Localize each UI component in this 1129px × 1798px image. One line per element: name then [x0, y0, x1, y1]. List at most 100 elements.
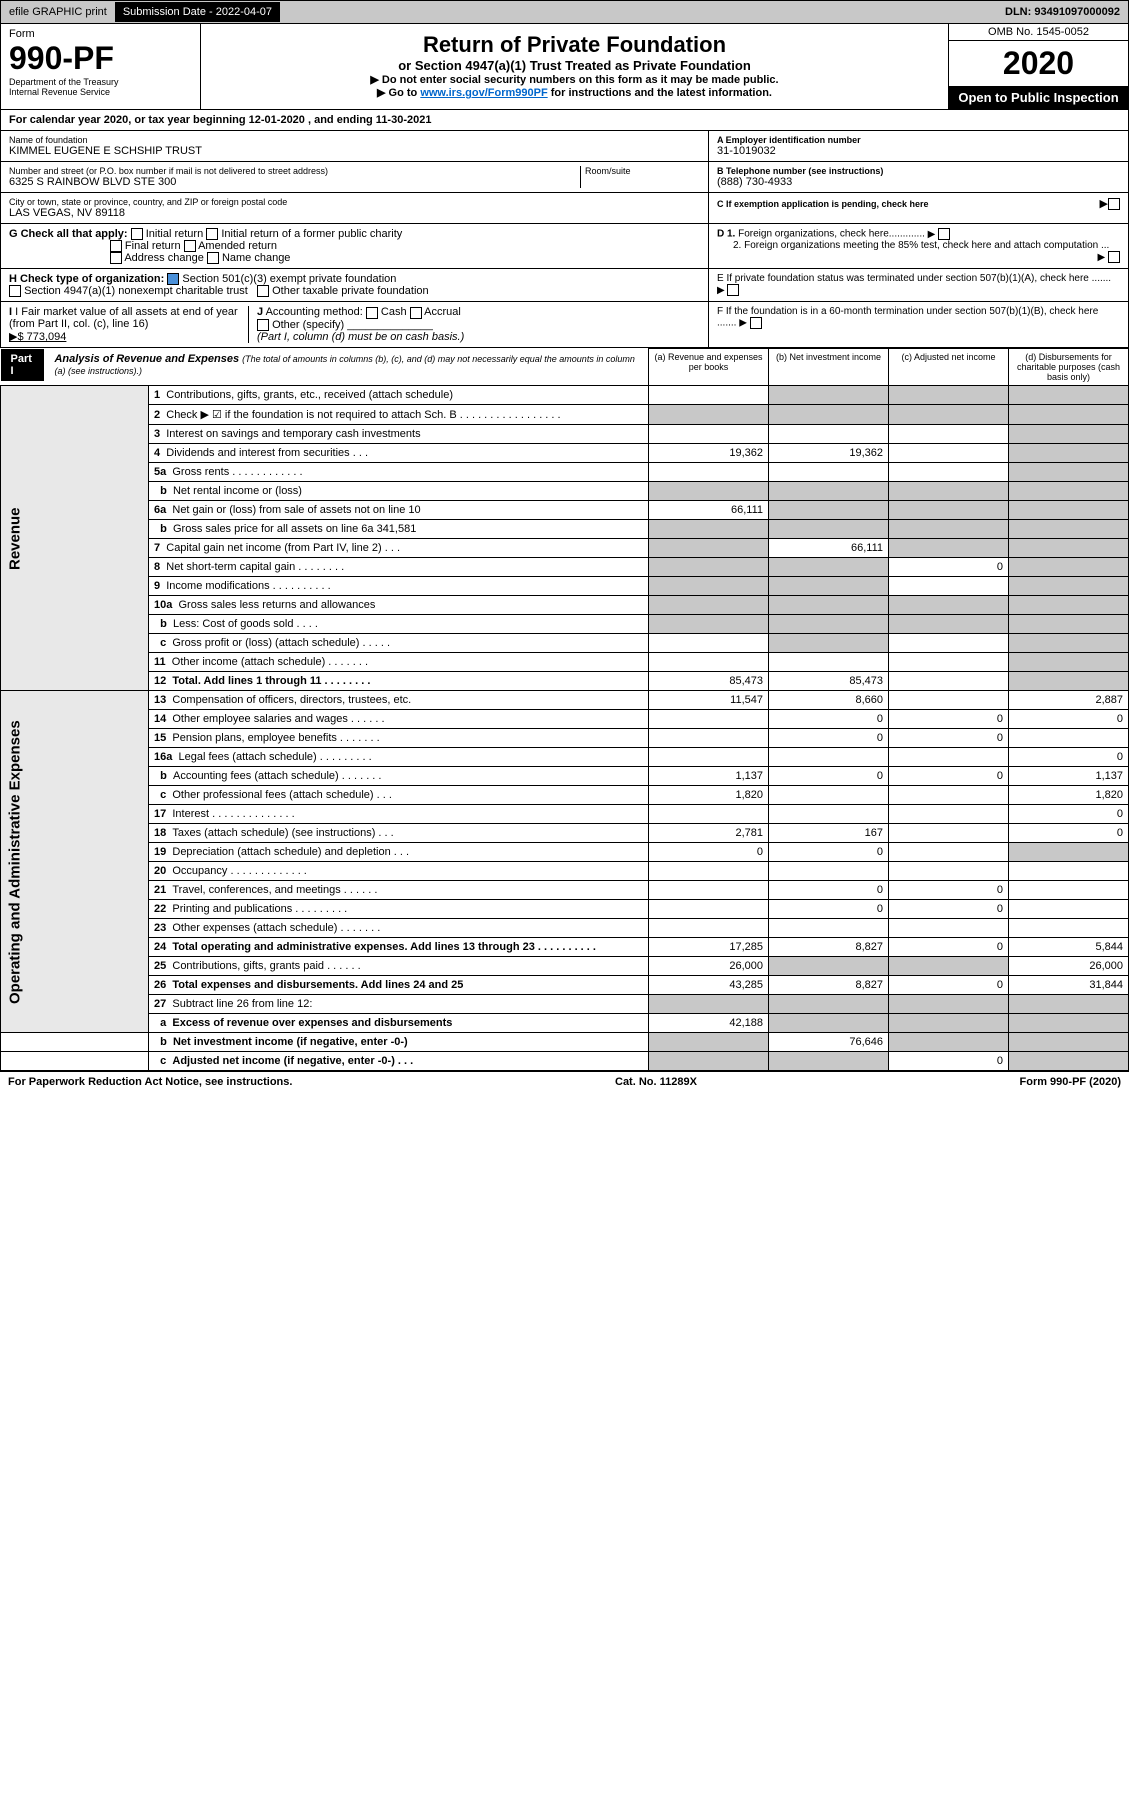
form-subtitle: or Section 4947(a)(1) Trust Treated as P…: [209, 58, 940, 73]
final-return-chk[interactable]: [110, 240, 122, 252]
r14-num: 14: [154, 713, 166, 725]
r4-a: 19,362: [649, 444, 769, 463]
irs-link[interactable]: www.irs.gov/Form990PF: [420, 87, 547, 99]
4947-chk[interactable]: [9, 285, 21, 297]
top-bar: efile GRAPHIC print Submission Date - 20…: [0, 0, 1129, 24]
addr-label: Number and street (or P.O. box number if…: [9, 166, 580, 176]
r27-num: 27: [154, 998, 166, 1010]
d2-row: 2. Foreign organizations meeting the 85%…: [717, 240, 1120, 251]
r10b-num: b: [160, 618, 167, 630]
name-change-chk[interactable]: [207, 252, 219, 264]
arrow-icon: ▶: [1100, 197, 1108, 210]
h-501c3: Section 501(c)(3) exempt private foundat…: [182, 273, 396, 285]
e-row: E If private foundation status was termi…: [717, 273, 1120, 296]
d1-chk[interactable]: [938, 228, 950, 240]
r12-desc: Total. Add lines 1 through 11 . . . . . …: [172, 675, 370, 687]
d1-row: D 1. Foreign organizations, check here..…: [717, 228, 1120, 240]
i-label: I Fair market value of all assets at end…: [9, 306, 238, 330]
r16a-d: 0: [1009, 748, 1129, 767]
r3-num: 3: [154, 428, 160, 440]
r8-c: 0: [889, 558, 1009, 577]
accrual-chk[interactable]: [410, 307, 422, 319]
g-initial: Initial return: [146, 228, 203, 240]
r10c-desc: Gross profit or (loss) (attach schedule)…: [172, 637, 390, 649]
r27a-num: a: [160, 1017, 166, 1029]
r12-a: 85,473: [649, 672, 769, 691]
r10c-num: c: [160, 637, 166, 649]
g-former: Initial return of a former public charit…: [221, 228, 402, 240]
r16b-a: 1,137: [649, 767, 769, 786]
other-taxable-chk[interactable]: [257, 285, 269, 297]
j-other: Other (specify): [272, 319, 344, 331]
g-final: Final return: [125, 240, 181, 252]
501c3-chk[interactable]: [167, 273, 179, 285]
r14-c: 0: [889, 710, 1009, 729]
initial-return-chk[interactable]: [131, 228, 143, 240]
r22-b: 0: [769, 900, 889, 919]
r24-desc: Total operating and administrative expen…: [172, 941, 596, 953]
city-label: City or town, state or province, country…: [9, 197, 700, 207]
r25-d: 26,000: [1009, 957, 1129, 976]
r18-b: 167: [769, 824, 889, 843]
g-addr: Address change: [124, 252, 204, 264]
submission-date: Submission Date - 2022-04-07: [115, 2, 280, 22]
col-b-header: (b) Net investment income: [769, 349, 889, 386]
r16c-d: 1,820: [1009, 786, 1129, 805]
r10a-num: 10a: [154, 599, 172, 611]
e-chk[interactable]: [727, 284, 739, 296]
r15-num: 15: [154, 732, 166, 744]
cash-chk[interactable]: [366, 307, 378, 319]
r26-num: 26: [154, 979, 166, 991]
other-method-chk[interactable]: [257, 319, 269, 331]
expenses-side-label: Operating and Administrative Expenses: [1, 691, 149, 1033]
r13-b: 8,660: [769, 691, 889, 710]
r8-desc: Net short-term capital gain . . . . . . …: [166, 561, 344, 573]
r6b-num: b: [160, 523, 167, 535]
j-accrual: Accrual: [424, 306, 461, 318]
part1-label: Part I: [1, 349, 45, 381]
r4-num: 4: [154, 447, 160, 459]
d2-chk[interactable]: [1108, 251, 1120, 263]
initial-former-chk[interactable]: [206, 228, 218, 240]
r8-num: 8: [154, 561, 160, 573]
r27a-desc: Excess of revenue over expenses and disb…: [172, 1017, 452, 1029]
r18-num: 18: [154, 827, 166, 839]
room-label: Room/suite: [585, 166, 700, 176]
r22-c: 0: [889, 900, 1009, 919]
form-word: Form: [9, 28, 192, 40]
r21-b: 0: [769, 881, 889, 900]
r27c-c: 0: [889, 1052, 1009, 1071]
c-checkbox[interactable]: [1108, 198, 1120, 210]
col-d-header: (d) Disbursements for charitable purpose…: [1009, 349, 1129, 386]
r27a-a: 42,188: [649, 1014, 769, 1033]
r9-num: 9: [154, 580, 160, 592]
r18-d: 0: [1009, 824, 1129, 843]
r27c-num: c: [160, 1055, 166, 1067]
r20-desc: Occupancy . . . . . . . . . . . . .: [172, 865, 307, 877]
amended-chk[interactable]: [184, 240, 196, 252]
r27b-num: b: [160, 1036, 167, 1048]
ein-label: A Employer identification number: [717, 135, 1120, 145]
r7-b: 66,111: [769, 539, 889, 558]
part1-desc: Analysis of Revenue and Expenses (The to…: [44, 349, 648, 381]
address-change-chk[interactable]: [110, 252, 122, 264]
r4-b: 19,362: [769, 444, 889, 463]
r24-b: 8,827: [769, 938, 889, 957]
name-label: Name of foundation: [9, 135, 700, 145]
r9-desc: Income modifications . . . . . . . . . .: [166, 580, 330, 592]
form-header: Form 990-PF Department of the Treasury I…: [0, 24, 1129, 110]
r13-a: 11,547: [649, 691, 769, 710]
r1-num: 1: [154, 389, 160, 401]
tax-year: 2020: [949, 41, 1128, 86]
r16b-b: 0: [769, 767, 889, 786]
h-other: Other taxable private foundation: [272, 285, 429, 297]
foundation-name: KIMMEL EUGENE E SCHSHIP TRUST: [9, 145, 700, 157]
j-cash: Cash: [381, 306, 407, 318]
g-name: Name change: [222, 252, 291, 264]
g-amended: Amended return: [198, 240, 277, 252]
r27c-desc: Adjusted net income (if negative, enter …: [172, 1055, 413, 1067]
r16b-num: b: [160, 770, 167, 782]
r12-num: 12: [154, 675, 166, 687]
r24-num: 24: [154, 941, 166, 953]
f-chk[interactable]: [750, 317, 762, 329]
